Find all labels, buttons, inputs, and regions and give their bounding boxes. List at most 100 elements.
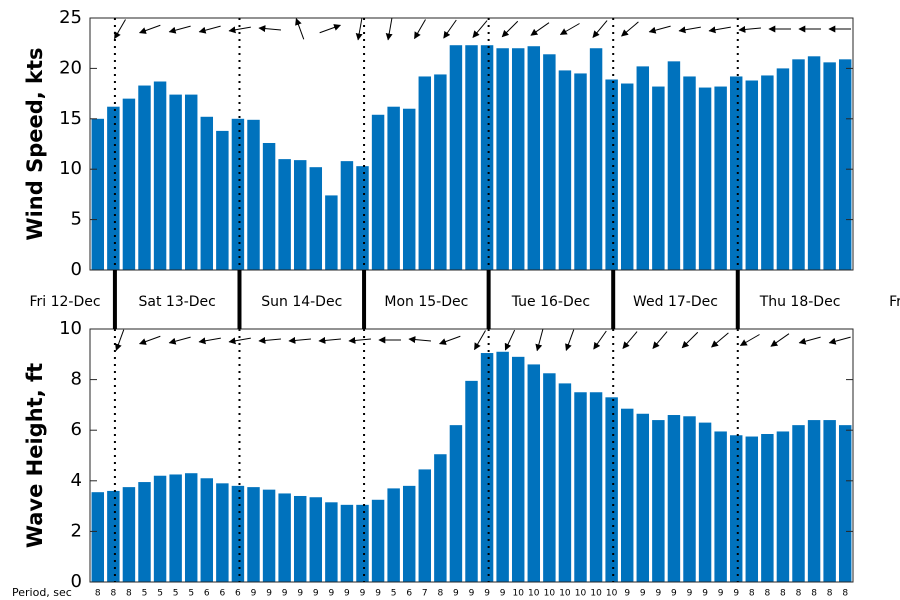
- bar: [636, 413, 650, 582]
- bar: [247, 119, 260, 270]
- period-value: 5: [173, 589, 179, 599]
- direction-arrow: [652, 331, 668, 349]
- direction-arrow: [681, 331, 699, 349]
- bar: [589, 48, 603, 270]
- day-label: Sun 14-Dec: [261, 294, 342, 310]
- bar: [91, 118, 105, 270]
- direction-arrow: [168, 25, 191, 34]
- period-value: 5: [157, 589, 163, 599]
- bar: [605, 79, 618, 270]
- bar: [184, 94, 198, 270]
- period-value: 6: [204, 589, 210, 599]
- bar: [434, 74, 447, 270]
- period-value: 9: [640, 589, 646, 599]
- direction-arrow: [288, 336, 312, 344]
- y-tick-label: 8: [71, 369, 82, 390]
- period-value: 10: [559, 589, 571, 599]
- y-tick-label: 5: [71, 209, 82, 230]
- direction-arrow: [711, 332, 729, 348]
- bar: [309, 167, 323, 270]
- y-tick-label: 25: [59, 7, 82, 28]
- bar: [122, 487, 136, 582]
- bar: [231, 485, 245, 582]
- bar: [698, 422, 712, 582]
- period-value: 5: [142, 589, 148, 599]
- bar: [558, 70, 572, 270]
- direction-arrow: [621, 21, 639, 37]
- direction-arrow: [139, 335, 161, 345]
- direction-arrow: [439, 335, 461, 345]
- bar: [356, 504, 369, 582]
- bar: [838, 59, 852, 270]
- direction-arrow: [559, 23, 580, 35]
- bar: [153, 475, 167, 582]
- bar: [574, 392, 587, 582]
- bar: [667, 415, 681, 582]
- bar: [636, 66, 650, 270]
- direction-arrow: [408, 336, 432, 344]
- direction-arrow: [738, 25, 762, 33]
- bar: [262, 489, 276, 582]
- direction-arrow: [798, 336, 821, 345]
- bar: [107, 490, 120, 582]
- y-tick-label: 2: [71, 520, 82, 541]
- bar: [216, 483, 229, 582]
- day-label: Sat 13-Dec: [139, 294, 216, 310]
- period-value: 9: [344, 589, 350, 599]
- bar: [138, 85, 151, 270]
- period-value: 9: [375, 589, 381, 599]
- bar: [838, 425, 852, 582]
- bar: [605, 397, 618, 582]
- bar: [434, 454, 447, 582]
- direction-arrow: [593, 330, 607, 350]
- bar: [138, 482, 151, 582]
- bar: [652, 86, 665, 270]
- bar: [418, 469, 432, 582]
- bar: [184, 473, 198, 582]
- period-value: 10: [575, 589, 587, 599]
- period-value: 8: [764, 589, 770, 599]
- bar: [729, 76, 743, 271]
- period-value: 8: [437, 589, 443, 599]
- bar: [823, 62, 836, 270]
- direction-arrow: [443, 19, 457, 39]
- bar: [402, 108, 416, 270]
- day-label: Fri 12-Dec: [29, 294, 100, 310]
- bar: [402, 485, 416, 582]
- period-value: 9: [251, 589, 257, 599]
- bar: [449, 425, 463, 582]
- bar: [527, 46, 541, 270]
- plot-frame: [89, 17, 854, 271]
- direction-arrow: [708, 26, 731, 34]
- period-value: 10: [590, 589, 602, 599]
- direction-arrow: [828, 336, 851, 345]
- period-value: 8: [811, 589, 817, 599]
- direction-arrow: [530, 22, 550, 36]
- period-label: Period, sec: [12, 586, 72, 599]
- bar: [807, 420, 821, 582]
- y-axis-label: Wind Speed, kts: [23, 47, 47, 240]
- direction-arrow: [228, 26, 251, 34]
- period-value: 9: [733, 589, 739, 599]
- bar: [667, 61, 681, 271]
- bar: [683, 416, 696, 582]
- direction-arrow: [501, 20, 519, 38]
- direction-arrow: [348, 336, 372, 344]
- bar: [714, 431, 727, 582]
- bar: [698, 87, 712, 270]
- period-value: 6: [406, 589, 412, 599]
- direction-arrow: [139, 24, 161, 34]
- bar: [340, 161, 354, 270]
- bar: [309, 497, 323, 582]
- bar: [792, 425, 805, 582]
- bar: [278, 159, 291, 270]
- bar: [231, 118, 245, 270]
- bar: [558, 383, 572, 582]
- bar: [169, 94, 182, 270]
- period-value: 10: [528, 589, 540, 599]
- bar: [216, 130, 229, 270]
- y-tick-label: 10: [59, 158, 82, 179]
- period-value: 9: [624, 589, 630, 599]
- direction-arrow: [318, 336, 342, 344]
- bar: [153, 81, 167, 270]
